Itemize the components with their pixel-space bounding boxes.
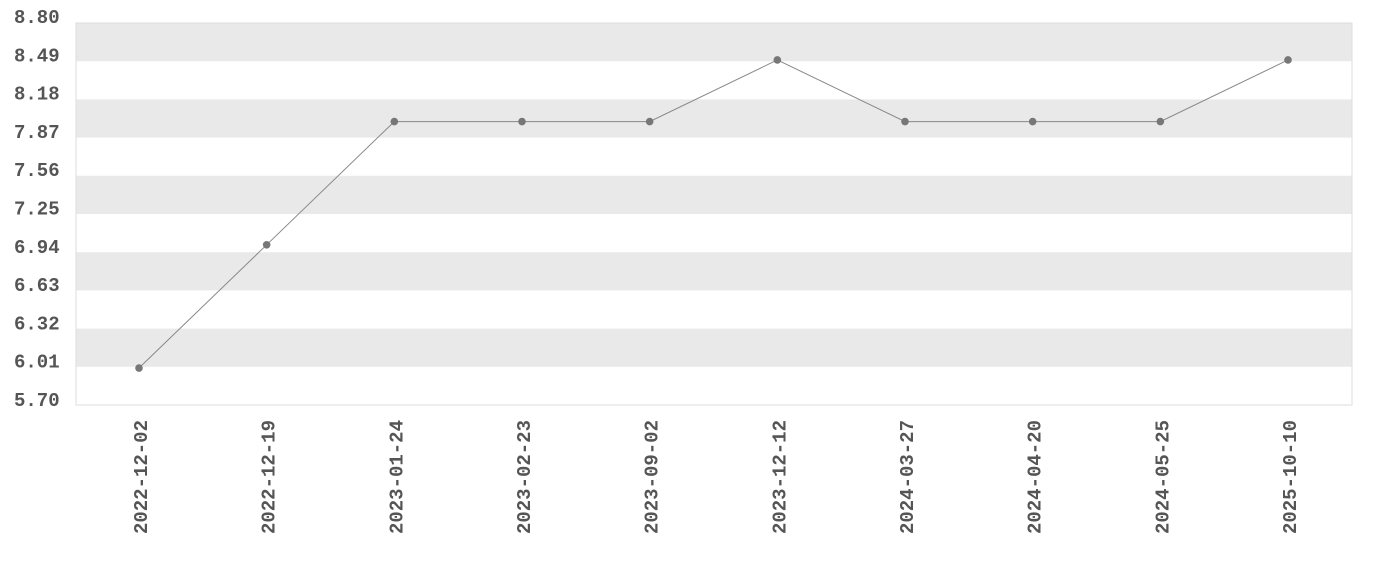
grid-bands — [76, 23, 1352, 367]
x-tick-label: 2024-04-20 — [1025, 420, 1047, 534]
x-tick-label: 2025-10-10 — [1280, 420, 1302, 534]
grid-band — [76, 175, 1352, 214]
y-tick-label: 6.01 — [14, 352, 60, 374]
x-tick-label: 2024-03-27 — [897, 420, 919, 534]
y-tick-label: 5.70 — [14, 390, 60, 412]
x-tick-label: 2023-02-23 — [514, 420, 536, 534]
x-tick-label: 2023-12-12 — [769, 420, 791, 534]
y-tick-label: 8.80 — [14, 7, 60, 29]
x-tick-label: 2022-12-19 — [259, 420, 281, 534]
x-tick-label: 2023-01-24 — [386, 420, 408, 534]
data-point — [135, 364, 143, 372]
data-point — [390, 117, 399, 126]
data-point — [1156, 117, 1165, 126]
y-axis-ticks: 8.80 8.49 8.18 7.87 7.56 7.25 6.94 6.63 6.32 6.01… — [14, 7, 60, 412]
grid-band — [76, 99, 1352, 138]
x-tick-label: 2023-09-02 — [642, 420, 664, 534]
y-tick-label: 8.18 — [14, 84, 60, 106]
data-point — [518, 117, 526, 126]
x-tick-label: 2024-05-25 — [1152, 420, 1174, 534]
series-line — [138, 59, 1289, 369]
y-tick-label: 7.56 — [14, 160, 60, 182]
series-markers — [135, 56, 1292, 372]
data-point — [773, 56, 782, 64]
data-point — [645, 117, 654, 126]
data-point — [1028, 117, 1037, 126]
grid-band — [76, 23, 1352, 62]
y-tick-label: 6.94 — [14, 237, 60, 259]
grid-band — [76, 252, 1352, 291]
y-tick-label: 8.49 — [14, 45, 60, 67]
y-tick-label: 6.63 — [14, 275, 60, 297]
plot-frame — [75, 22, 1353, 406]
data-point — [262, 241, 271, 249]
data-point — [1284, 56, 1292, 64]
x-axis-ticks: 2022-12-02 2022-12-19 2023-01-24 2023-02-23… — [131, 420, 1302, 534]
y-tick-label: 7.87 — [14, 122, 60, 144]
y-tick-label: 7.25 — [14, 199, 60, 221]
y-tick-label: 6.32 — [14, 313, 60, 335]
grid-band — [76, 328, 1352, 367]
data-point — [901, 117, 909, 126]
x-tick-label: 2022-12-02 — [131, 420, 153, 534]
